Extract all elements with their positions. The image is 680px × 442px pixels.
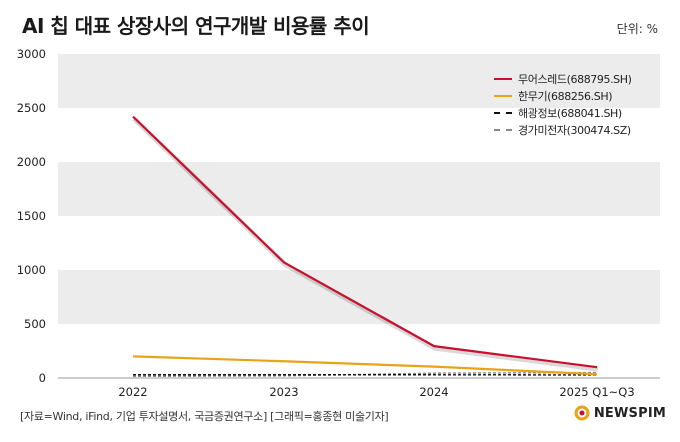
y-tick-label: 0 — [39, 371, 46, 385]
legend-item-haiguang: 해광정보(688041.SH) — [494, 104, 632, 121]
legend-label-hanwuji: 한무기(688256.SH) — [518, 89, 613, 103]
series-shadow-moore — [132, 116, 599, 372]
grid-band — [58, 54, 660, 108]
brand: NEWSPIM — [574, 405, 666, 421]
grid-band — [58, 162, 660, 216]
legend-swatch-haiguang — [494, 111, 512, 114]
y-tick-label: 500 — [24, 317, 46, 331]
source-note: [자료=Wind, iFind, 기업 투자설명서, 국금증권연구소] [그래픽… — [20, 410, 389, 423]
series-line-hanwuji — [132, 355, 598, 376]
legend-item-jingjia: 경가미전자(300474.SZ) — [494, 121, 632, 138]
x-tick-label: 2024 — [419, 385, 448, 399]
newspim-logo-icon — [574, 405, 590, 421]
chart-legend: 무어스레드(688795.SH) 한무기(688256.SH) 해광정보(688… — [494, 70, 632, 138]
y-tick-label: 3000 — [17, 47, 46, 61]
grid-band — [58, 270, 660, 324]
y-tick-label: 1500 — [17, 209, 46, 223]
x-tick-label: 2025 Q1~Q3 — [559, 385, 634, 399]
legend-swatch-hanwuji — [494, 94, 512, 97]
x-tick-label: 2022 — [118, 385, 147, 399]
legend-swatch-jingjia — [494, 128, 512, 131]
unit-label: 단위: % — [616, 22, 658, 36]
legend-label-haiguang: 해광정보(688041.SH) — [518, 106, 622, 120]
brand-name: NEWSPIM — [593, 405, 666, 421]
legend-label-moore: 무어스레드(688795.SH) — [518, 72, 632, 86]
legend-swatch-moore — [494, 77, 512, 80]
series-line-moore — [132, 115, 598, 369]
x-tick-label: 2023 — [269, 385, 298, 399]
legend-item-hanwuji: 한무기(688256.SH) — [494, 87, 632, 104]
chart-title: AI 칩 대표 상장사의 연구개발 비용률 추이 — [22, 14, 370, 38]
y-tick-label: 2500 — [17, 101, 46, 115]
y-tick-label: 1000 — [17, 263, 46, 277]
y-tick-label: 2000 — [17, 155, 46, 169]
legend-label-jingjia: 경가미전자(300474.SZ) — [518, 123, 631, 137]
legend-item-moore: 무어스레드(688795.SH) — [494, 70, 632, 87]
